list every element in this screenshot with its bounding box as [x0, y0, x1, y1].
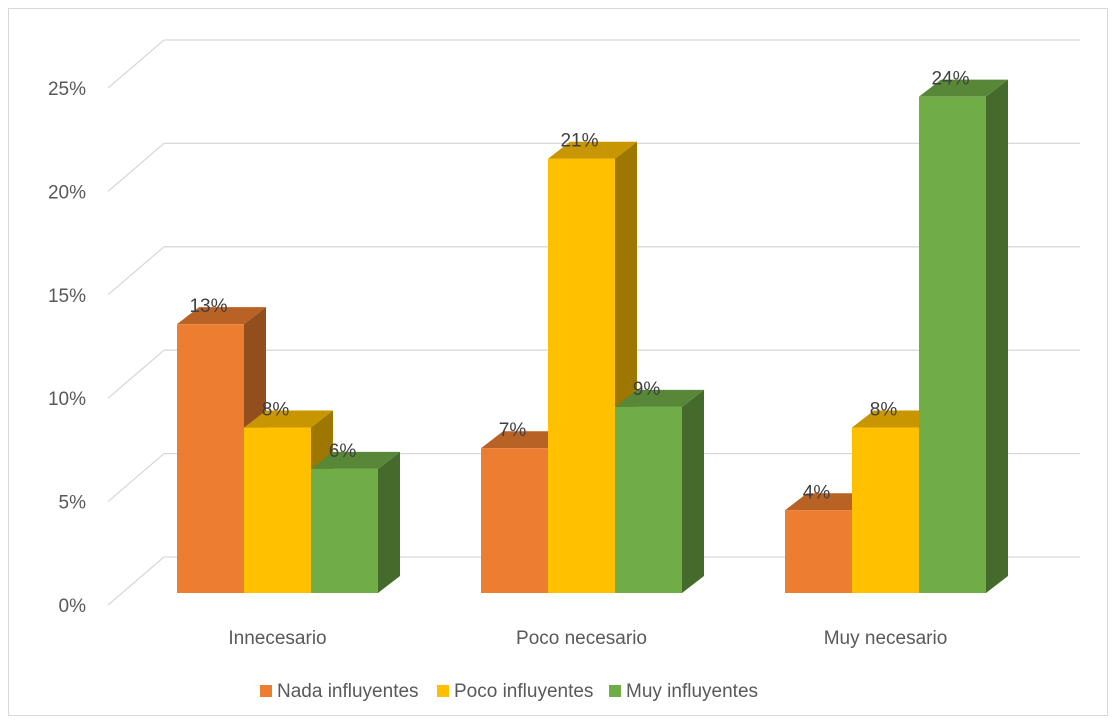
legend-label: Nada influyentes — [277, 681, 419, 702]
bar — [919, 96, 986, 594]
data-label: 21% — [560, 131, 598, 152]
x-category-label: Muy necesario — [824, 628, 948, 649]
bar — [615, 406, 682, 593]
bar — [481, 448, 548, 593]
bar — [177, 324, 244, 593]
x-category-label: Innecesario — [228, 628, 326, 649]
y-tick-label: 20% — [48, 182, 86, 203]
gridline-diagonal — [107, 39, 165, 89]
gridline-diagonal — [107, 556, 165, 606]
data-label: 9% — [633, 379, 661, 400]
data-label: 13% — [189, 296, 227, 317]
legend-swatch — [609, 685, 621, 697]
x-category-label: Poco necesario — [516, 628, 647, 649]
bar-top — [177, 307, 266, 325]
bar-top — [244, 410, 333, 428]
legend-swatch — [437, 685, 449, 697]
data-label: 7% — [499, 420, 527, 441]
bar — [311, 468, 378, 593]
bar-top — [311, 451, 400, 469]
bar-side — [986, 79, 1008, 594]
y-tick-label: 25% — [48, 79, 86, 100]
data-label: 6% — [329, 441, 357, 462]
bar-side — [378, 451, 400, 593]
bar-top — [919, 79, 1008, 97]
bar — [548, 158, 615, 593]
bar-top — [615, 389, 704, 407]
y-tick-label: 10% — [48, 389, 86, 410]
bar-top — [481, 431, 570, 449]
gridline-diagonal — [107, 453, 165, 503]
legend-label: Muy influyentes — [626, 681, 758, 702]
gridline-diagonal — [107, 349, 165, 399]
y-tick-label: 15% — [48, 286, 86, 307]
data-label: 8% — [870, 400, 898, 421]
data-label: 4% — [803, 482, 831, 503]
gridline-diagonal — [107, 142, 165, 192]
bar — [852, 427, 919, 593]
data-label: 8% — [262, 400, 290, 421]
bar-top — [852, 410, 941, 428]
data-label: 24% — [931, 69, 969, 90]
bar-top — [785, 493, 874, 511]
gridline-diagonal — [107, 246, 165, 296]
bar-side — [682, 389, 704, 593]
y-tick-label: 0% — [59, 596, 87, 617]
bar — [785, 510, 852, 593]
bar — [244, 427, 311, 593]
legend-swatch — [260, 685, 272, 697]
legend-label: Poco influyentes — [454, 681, 593, 702]
bar-top — [548, 141, 637, 159]
y-tick-label: 5% — [59, 493, 87, 514]
